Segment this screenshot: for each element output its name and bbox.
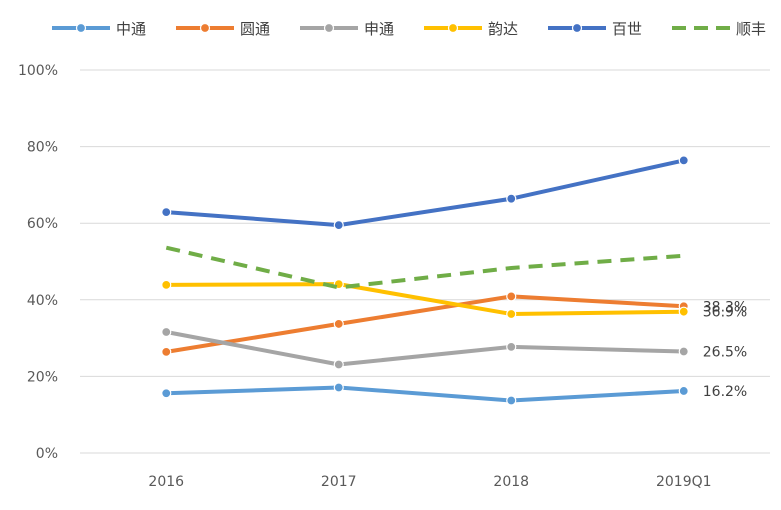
legend-label: 百世 [612,20,642,38]
data-point [506,291,517,302]
data-point [333,382,344,393]
legend-marker [199,22,211,34]
data-label: 36.9% [703,305,747,321]
legend-item: 申通 [300,20,394,38]
series-line [164,294,686,354]
data-point [333,220,344,231]
x-tick-label: 2016 [148,474,184,490]
data-point [506,193,517,204]
data-point [333,359,344,370]
legend-label: 韵达 [488,20,518,38]
data-point [161,326,172,338]
legend: 中通 圆通 申通 韵达 百世 顺丰 [52,20,766,38]
data-point [506,395,517,406]
series-line [164,385,686,403]
y-tick-label: 20% [27,369,58,385]
legend-label: 申通 [364,20,394,38]
data-point [161,206,172,218]
legend-item: 顺丰 [672,20,766,38]
y-tick-label: 60% [27,216,58,232]
y-tick-label: 40% [27,293,58,309]
y-tick-label: 0% [36,446,58,462]
legend-item: 韵达 [424,20,518,38]
series-line [165,245,684,290]
data-label: 38.3% [703,299,747,315]
legend-marker [571,22,583,34]
series-2 [161,326,689,370]
y-tick-label: 100% [18,63,58,79]
data-point [333,318,344,330]
data-label: 16.2% [703,384,747,400]
data-point [161,346,172,357]
x-axis: 2016 2017 2018 2019Q1 [148,474,711,490]
legend-item: 百世 [548,20,642,38]
legend-marker [75,22,87,34]
legend-marker [323,22,335,34]
legend-label: 顺丰 [736,20,766,38]
data-point [506,341,517,353]
series-line [164,282,686,316]
legend-item: 中通 [52,20,146,38]
data-label: 26.5% [703,345,747,361]
series-lines [161,155,689,406]
series-4 [161,155,689,231]
series-3 [161,278,689,320]
data-point [161,279,172,290]
legend-item: 圆通 [176,20,270,38]
x-tick-label: 2018 [493,474,529,490]
data-point [678,385,689,397]
x-tick-label: 2017 [321,474,357,490]
y-axis: 0% 20% 40% 60% 80% 100% [18,63,58,462]
y-tick-label: 80% [27,140,58,156]
series-5 [165,245,684,290]
data-point [678,346,689,357]
data-point [506,308,517,320]
series-line [164,158,686,228]
data-point [678,155,689,166]
series-0 [161,382,689,406]
x-tick-label: 2019Q1 [656,474,712,490]
legend-label: 中通 [116,20,146,38]
series-line [164,330,686,367]
data-point [161,388,172,399]
data-point [678,306,689,317]
legend-marker [447,22,459,34]
legend-label: 圆通 [240,20,270,38]
data-labels: 16.2% 38.3% 26.5% 36.9% [703,299,747,400]
